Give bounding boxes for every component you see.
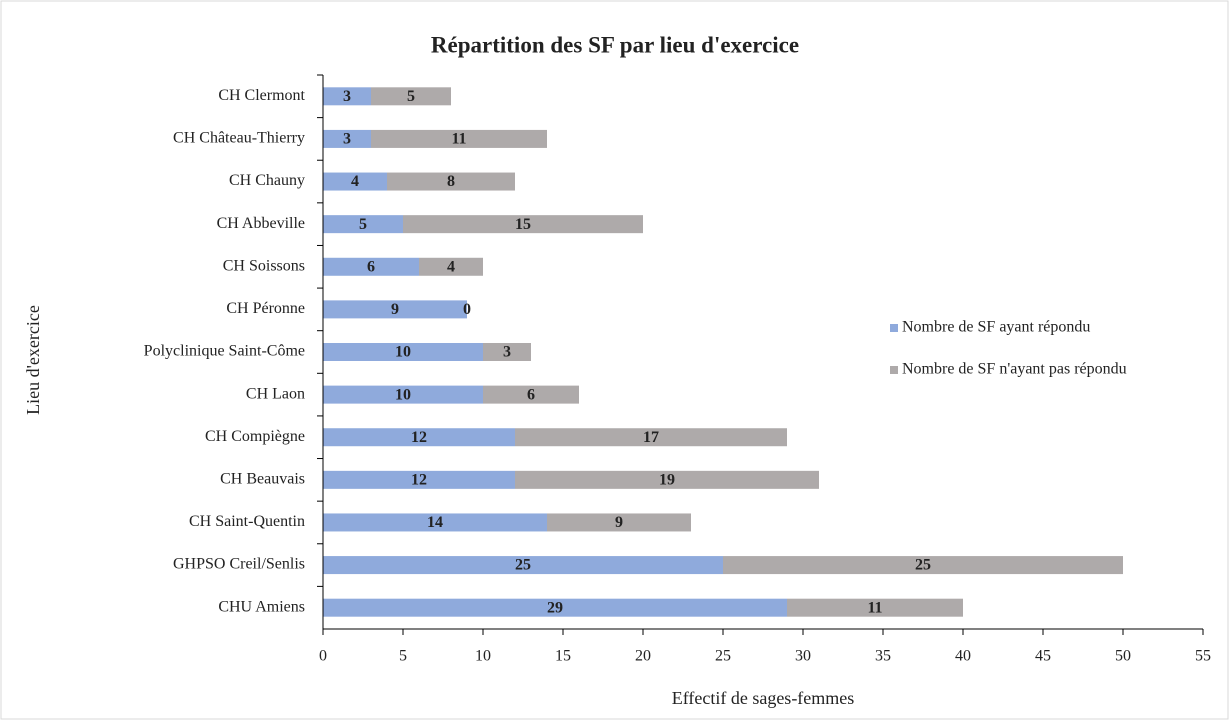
bar (723, 556, 1123, 575)
data-label: 10 (395, 386, 411, 403)
x-tick-label: 25 (715, 648, 731, 665)
bar (483, 385, 579, 404)
data-label: 19 (659, 472, 675, 489)
y-tick-label: CH Compiègne (205, 428, 305, 445)
y-tick-label: CH Chauny (229, 172, 305, 189)
x-tick-label: 55 (1195, 648, 1211, 665)
data-label: 12 (411, 429, 427, 446)
bar (419, 257, 483, 276)
y-tick-label: Polyclinique Saint-Côme (144, 343, 305, 360)
x-tick-label: 45 (1035, 648, 1051, 665)
x-tick-label: 50 (1115, 648, 1131, 665)
x-tick-label: 30 (795, 648, 811, 665)
legend-label: Nombre de SF ayant répondu (902, 319, 1090, 336)
y-tick-label: CH Saint-Quentin (189, 513, 305, 530)
data-label: 10 (395, 344, 411, 361)
bar (323, 215, 403, 234)
y-tick-label: CHU Amiens (218, 598, 305, 615)
bar (483, 343, 531, 361)
bar (323, 556, 723, 575)
data-label: 6 (367, 258, 375, 275)
data-label: 4 (351, 173, 359, 190)
y-tick-label: CH Beauvais (220, 471, 305, 488)
bar (403, 215, 643, 234)
chart-title: Répartition des SF par lieu d'exercice (431, 32, 799, 57)
data-label: 3 (503, 344, 511, 361)
y-tick-label: CH Château-Thierry (173, 130, 305, 147)
x-tick-label: 5 (399, 648, 407, 665)
bar (323, 428, 515, 447)
x-tick-label: 15 (555, 648, 571, 665)
bar (323, 513, 547, 532)
bar (371, 129, 547, 148)
y-tick-label: CH Laon (246, 385, 305, 402)
bar (323, 598, 787, 617)
data-label: 25 (515, 557, 531, 574)
bar (547, 513, 691, 532)
data-label: 8 (447, 173, 455, 190)
x-tick-label: 20 (635, 648, 651, 665)
data-label: 25 (915, 557, 931, 574)
data-label: 6 (527, 386, 535, 403)
y-tick-label: GHPSO Creil/Senlis (173, 556, 305, 573)
data-label: 14 (427, 514, 443, 531)
data-label: 3 (343, 88, 351, 105)
bar (323, 385, 483, 404)
bar (323, 257, 419, 276)
bar (323, 470, 515, 489)
data-label: 5 (407, 88, 415, 105)
data-label: 3 (343, 131, 351, 148)
y-tick-label: CH Soissons (223, 257, 305, 274)
bar (323, 129, 371, 148)
data-label: 15 (515, 216, 531, 233)
data-label: 9 (615, 514, 623, 531)
x-tick-label: 10 (475, 648, 491, 665)
legend-swatch (890, 366, 898, 374)
data-label: 4 (447, 258, 455, 275)
bar (515, 428, 787, 447)
bar (515, 470, 819, 489)
bar (787, 598, 963, 617)
legend-label: Nombre de SF n'ayant pas répondu (902, 361, 1127, 378)
data-label: 5 (359, 216, 367, 233)
data-label: 17 (643, 429, 659, 446)
y-tick-label: CH Clermont (218, 87, 305, 104)
bar (323, 300, 467, 319)
data-label: 11 (867, 599, 882, 616)
bar (323, 87, 371, 106)
x-tick-label: 40 (955, 648, 971, 665)
data-label: 12 (411, 472, 427, 489)
data-label: 9 (391, 301, 399, 318)
bar (371, 87, 451, 106)
x-axis-label: Effectif de sages-femmes (672, 688, 855, 708)
data-label: 11 (451, 131, 466, 148)
bar (387, 172, 515, 191)
x-tick-label: 35 (875, 648, 891, 665)
y-tick-label: CH Péronne (226, 300, 305, 317)
legend-swatch (890, 324, 898, 332)
data-label: 0 (463, 301, 471, 318)
bar (323, 172, 387, 191)
y-axis-label: Lieu d'exercice (23, 305, 43, 415)
bar (323, 343, 483, 361)
y-tick-label: CH Abbeville (217, 215, 305, 232)
data-label: 29 (547, 599, 563, 616)
x-tick-label: 0 (319, 648, 327, 665)
